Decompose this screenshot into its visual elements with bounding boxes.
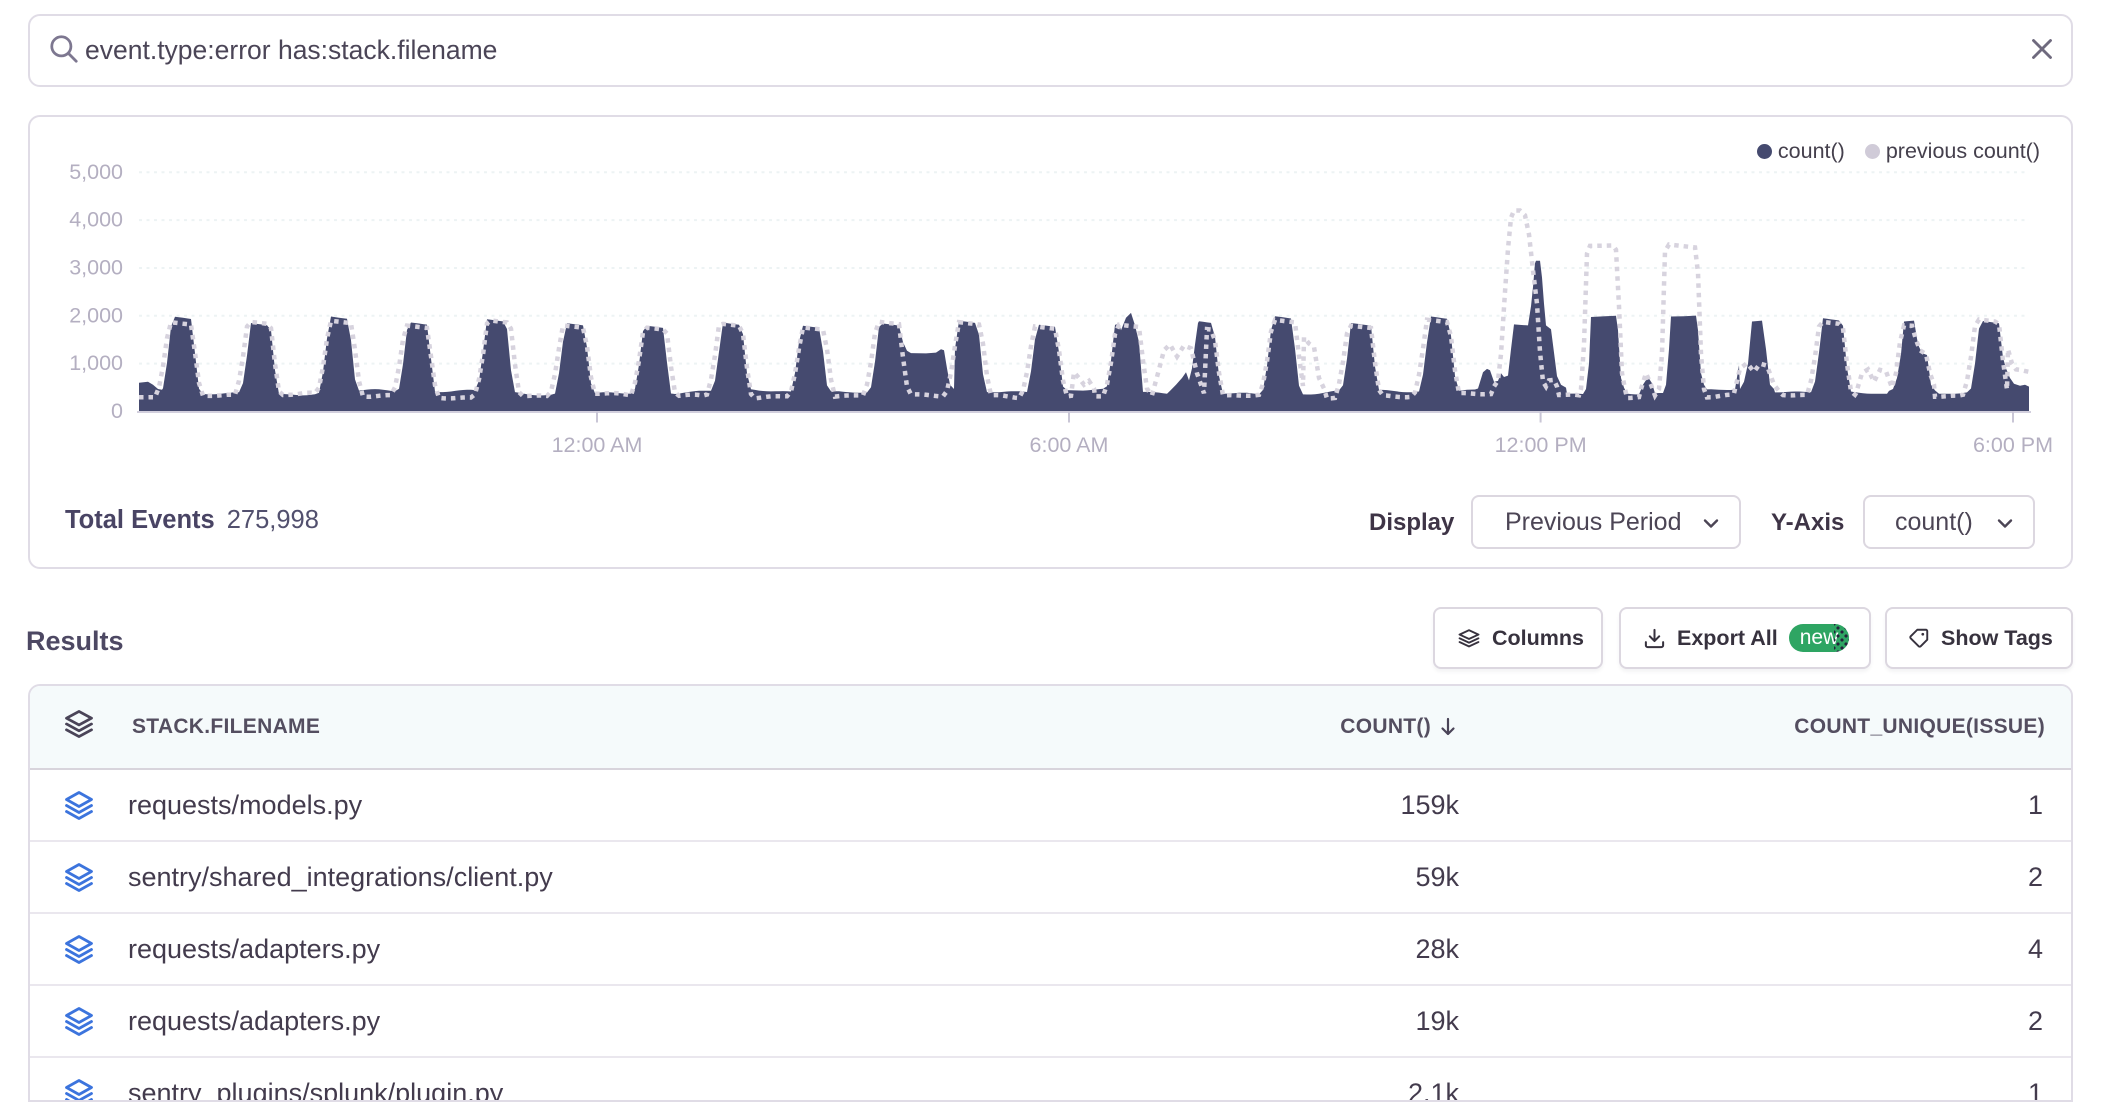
svg-text:0: 0 (111, 399, 123, 423)
svg-text:1,000: 1,000 (69, 351, 123, 375)
svg-text:2,000: 2,000 (69, 303, 123, 327)
svg-text:5,000: 5,000 (69, 160, 123, 184)
svg-text:3,000: 3,000 (69, 256, 123, 280)
svg-text:6:00 PM: 6:00 PM (1973, 433, 2053, 457)
svg-text:12:00 AM: 12:00 AM (552, 433, 643, 457)
svg-text:12:00 PM: 12:00 PM (1495, 433, 1587, 457)
svg-text:6:00 AM: 6:00 AM (1030, 433, 1109, 457)
svg-text:4,000: 4,000 (69, 208, 123, 232)
